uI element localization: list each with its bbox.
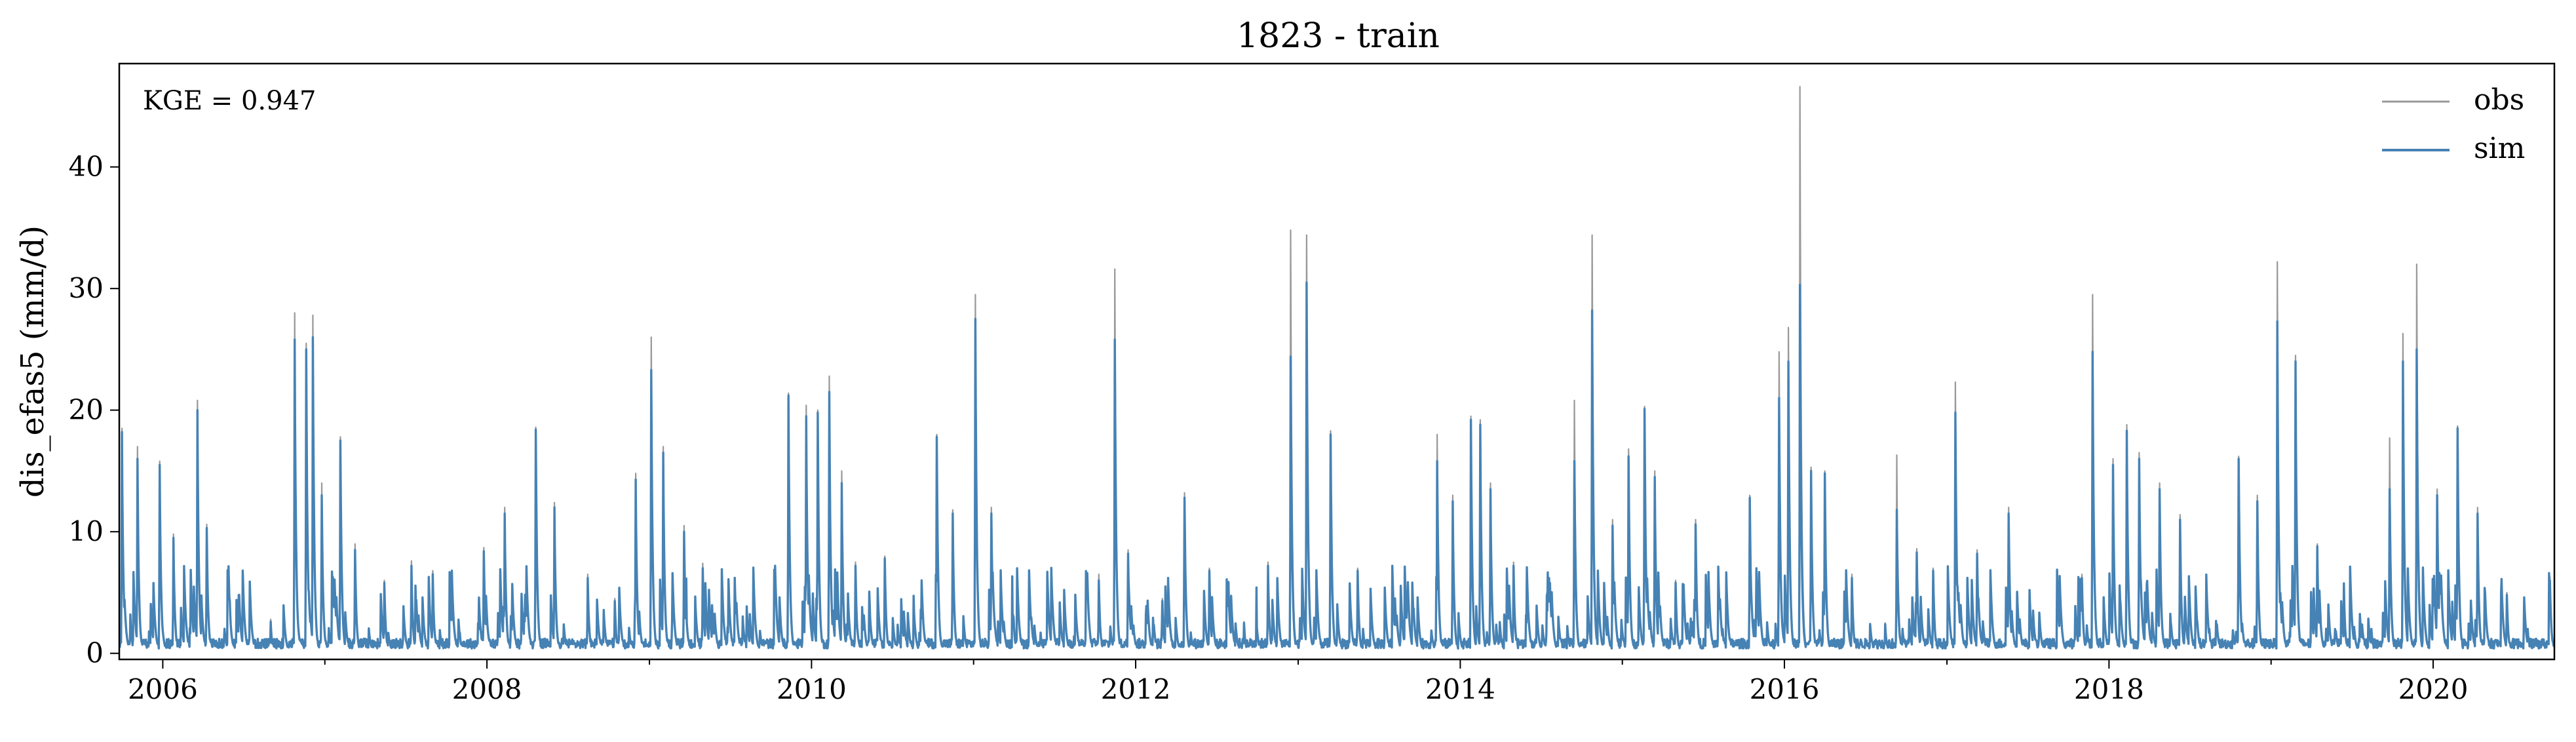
- x-axis: 2006 2008 2010 2012 2014 2016 2018 2020: [128, 659, 2468, 705]
- plot-series-layer: [119, 86, 2554, 650]
- legend-label-sim: sim: [2474, 132, 2525, 165]
- series-line-sim: [119, 281, 2554, 650]
- y-axis: 0 10 20 30 40: [69, 151, 119, 669]
- kge-annotation: KGE = 0.947: [143, 86, 317, 116]
- y-tick-label: 30: [69, 272, 104, 304]
- chart-title: 1823 - train: [1237, 16, 1440, 56]
- y-tick-label: 40: [69, 151, 104, 183]
- plot-frame: [118, 62, 2556, 661]
- x-tick-label: 2018: [2074, 673, 2144, 705]
- x-tick-label: 2012: [1101, 673, 1171, 705]
- legend-label-obs: obs: [2474, 83, 2524, 117]
- y-axis-label: dis_efas5 (mm/d): [14, 225, 51, 498]
- x-tick-label: 2006: [128, 673, 198, 705]
- x-tick-label: 2010: [777, 673, 847, 705]
- y-tick-label: 0: [86, 637, 104, 669]
- x-tick-label: 2008: [452, 673, 522, 705]
- x-tick-label: 2014: [1425, 673, 1495, 705]
- x-tick-label: 2016: [1750, 673, 1820, 705]
- x-tick-label: 2020: [2398, 673, 2469, 705]
- y-tick-label: 20: [69, 394, 104, 426]
- y-tick-label: 10: [69, 515, 104, 547]
- legend: obs sim: [2382, 83, 2525, 165]
